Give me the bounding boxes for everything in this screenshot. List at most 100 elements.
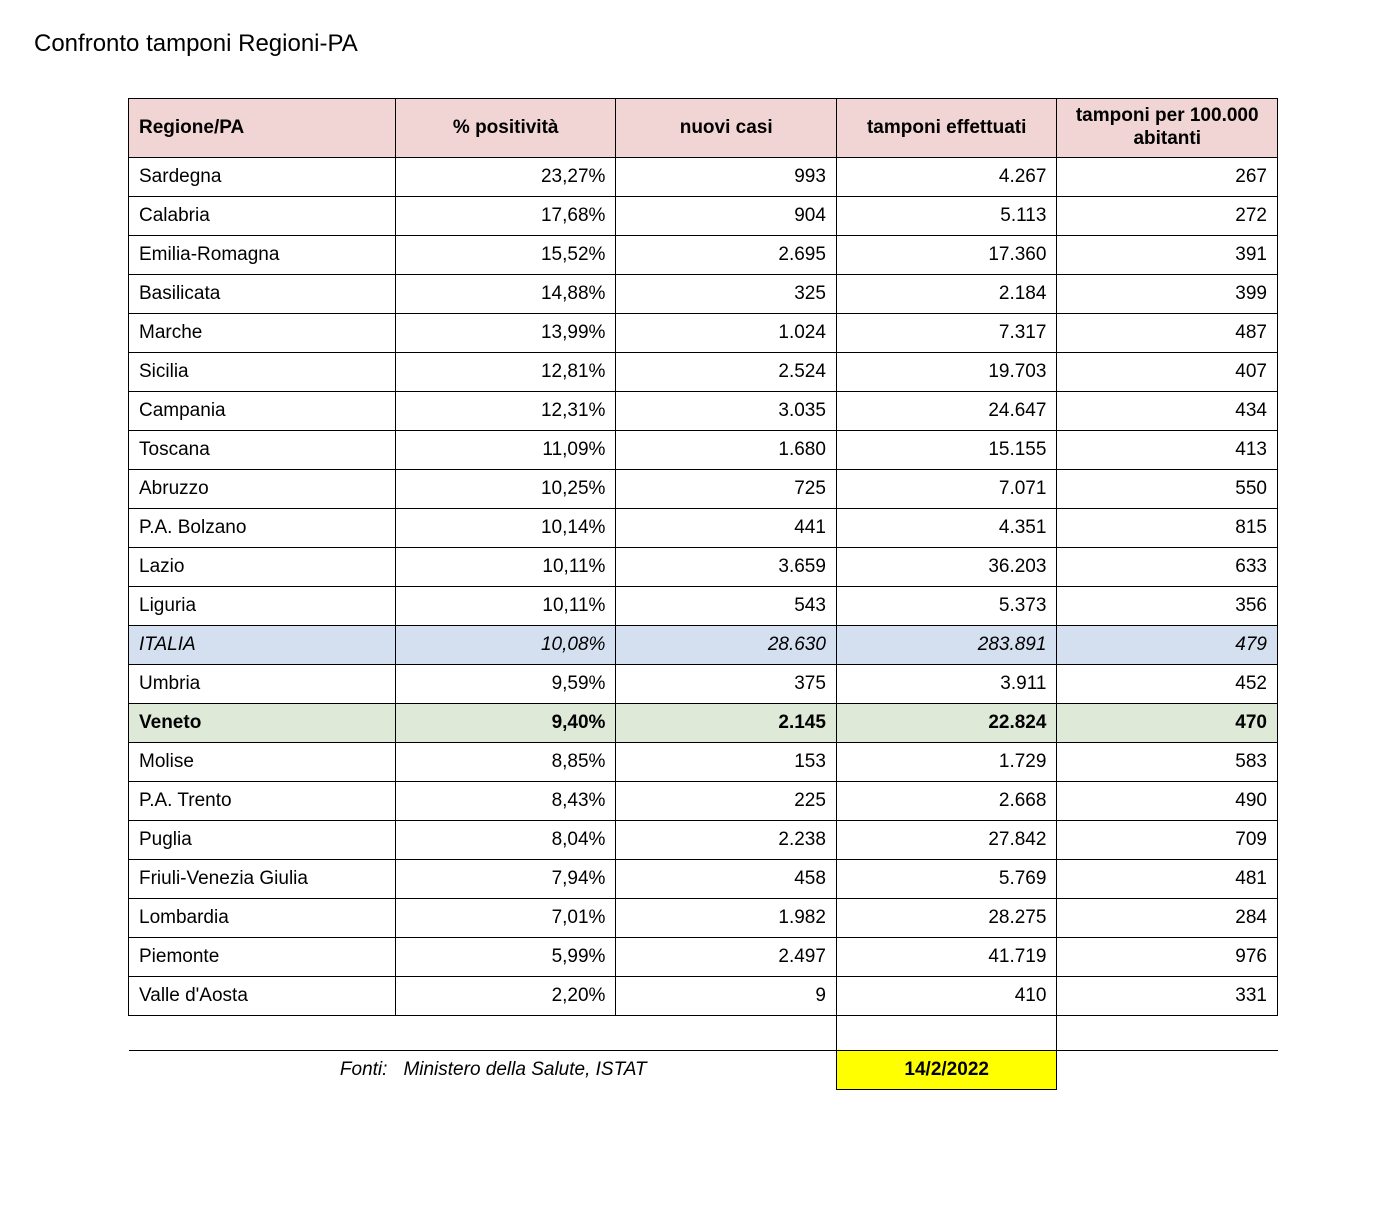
cell-new-cases: 441: [616, 509, 837, 548]
cell-region: Marche: [129, 314, 396, 353]
cell-tests: 15.155: [836, 431, 1057, 470]
cell-positivity: 13,99%: [395, 314, 616, 353]
cell-new-cases: 153: [616, 743, 837, 782]
cell-new-cases: 2.524: [616, 353, 837, 392]
cell-region: P.A. Trento: [129, 782, 396, 821]
cell-positivity: 9,59%: [395, 665, 616, 704]
table-row: Abruzzo10,25%7257.071550: [129, 470, 1278, 509]
cell-new-cases: 725: [616, 470, 837, 509]
cell-tests-per-100k: 434: [1057, 392, 1278, 431]
cell-positivity: 10,11%: [395, 587, 616, 626]
cell-tests: 41.719: [836, 938, 1057, 977]
col-header-new-cases: nuovi casi: [616, 99, 837, 158]
table-row: Umbria9,59%3753.911452: [129, 665, 1278, 704]
cell-tests: 4.351: [836, 509, 1057, 548]
table-row: Basilicata14,88%3252.184399: [129, 275, 1278, 314]
cell-new-cases: 1.680: [616, 431, 837, 470]
table-row: Veneto9,40%2.14522.824470: [129, 704, 1278, 743]
cell-positivity: 23,27%: [395, 158, 616, 197]
cell-region: Friuli-Venezia Giulia: [129, 860, 396, 899]
cell-new-cases: 2.145: [616, 704, 837, 743]
cell-new-cases: 2.238: [616, 821, 837, 860]
cell-tests-per-100k: 487: [1057, 314, 1278, 353]
cell-tests: 24.647: [836, 392, 1057, 431]
cell-tests-per-100k: 479: [1057, 626, 1278, 665]
cell-tests: 19.703: [836, 353, 1057, 392]
cell-tests-per-100k: 815: [1057, 509, 1278, 548]
cell-tests-per-100k: 481: [1057, 860, 1278, 899]
cell-new-cases: 3.659: [616, 548, 837, 587]
cell-tests: 5.113: [836, 197, 1057, 236]
cell-tests-per-100k: 284: [1057, 899, 1278, 938]
cell-positivity: 9,40%: [395, 704, 616, 743]
cell-positivity: 10,11%: [395, 548, 616, 587]
cell-tests-per-100k: 407: [1057, 353, 1278, 392]
cell-region: Sardegna: [129, 158, 396, 197]
cell-tests-per-100k: 709: [1057, 821, 1278, 860]
cell-tests: 5.373: [836, 587, 1057, 626]
cell-new-cases: 2.695: [616, 236, 837, 275]
cell-new-cases: 1.024: [616, 314, 837, 353]
cell-positivity: 8,85%: [395, 743, 616, 782]
cell-tests: 4.267: [836, 158, 1057, 197]
cell-region: Abruzzo: [129, 470, 396, 509]
cell-new-cases: 225: [616, 782, 837, 821]
cell-region: Umbria: [129, 665, 396, 704]
cell-new-cases: 375: [616, 665, 837, 704]
cell-region: Toscana: [129, 431, 396, 470]
cell-tests-per-100k: 976: [1057, 938, 1278, 977]
cell-tests-per-100k: 470: [1057, 704, 1278, 743]
table-row: Lombardia7,01%1.98228.275284: [129, 899, 1278, 938]
cell-new-cases: 28.630: [616, 626, 837, 665]
cell-region: Valle d'Aosta: [129, 977, 396, 1016]
cell-region: Veneto: [129, 704, 396, 743]
cell-new-cases: 9: [616, 977, 837, 1016]
cell-new-cases: 993: [616, 158, 837, 197]
cell-region: Piemonte: [129, 938, 396, 977]
cell-tests-per-100k: 391: [1057, 236, 1278, 275]
cell-tests: 17.360: [836, 236, 1057, 275]
cell-tests-per-100k: 413: [1057, 431, 1278, 470]
cell-tests: 36.203: [836, 548, 1057, 587]
cell-new-cases: 543: [616, 587, 837, 626]
cell-new-cases: 458: [616, 860, 837, 899]
cell-positivity: 12,81%: [395, 353, 616, 392]
report-date: 14/2/2022: [836, 1051, 1057, 1090]
table-row: Campania12,31%3.03524.647434: [129, 392, 1278, 431]
cell-region: P.A. Bolzano: [129, 509, 396, 548]
fonti-label: Fonti:: [129, 1051, 396, 1090]
cell-positivity: 15,52%: [395, 236, 616, 275]
cell-tests-per-100k: 272: [1057, 197, 1278, 236]
col-header-positivity: % positività: [395, 99, 616, 158]
table-row: Piemonte5,99%2.49741.719976: [129, 938, 1278, 977]
table-row: Sicilia12,81%2.52419.703407: [129, 353, 1278, 392]
cell-tests-per-100k: 452: [1057, 665, 1278, 704]
col-header-tests-per-100k: tamponi per 100.000 abitanti: [1057, 99, 1278, 158]
cell-tests-per-100k: 490: [1057, 782, 1278, 821]
page-title: Confronto tamponi Regioni-PA: [34, 30, 1354, 58]
cell-region: Molise: [129, 743, 396, 782]
cell-new-cases: 2.497: [616, 938, 837, 977]
cell-tests: 7.071: [836, 470, 1057, 509]
cell-positivity: 7,94%: [395, 860, 616, 899]
cell-region: Puglia: [129, 821, 396, 860]
cell-tests-per-100k: 550: [1057, 470, 1278, 509]
table-row: Sardegna23,27%9934.267267: [129, 158, 1278, 197]
footer-row: Fonti: Ministero della Salute, ISTAT 14/…: [129, 1051, 1278, 1090]
table-header-row: Regione/PA % positività nuovi casi tampo…: [129, 99, 1278, 158]
cell-positivity: 14,88%: [395, 275, 616, 314]
cell-positivity: 10,14%: [395, 509, 616, 548]
cell-region: Sicilia: [129, 353, 396, 392]
cell-tests-per-100k: 583: [1057, 743, 1278, 782]
cell-positivity: 5,99%: [395, 938, 616, 977]
table-row: Friuli-Venezia Giulia7,94%4585.769481: [129, 860, 1278, 899]
cell-region: Basilicata: [129, 275, 396, 314]
cell-tests-per-100k: 399: [1057, 275, 1278, 314]
cell-region: Emilia-Romagna: [129, 236, 396, 275]
table-row: Toscana11,09%1.68015.155413: [129, 431, 1278, 470]
table-row: Marche13,99%1.0247.317487: [129, 314, 1278, 353]
cell-tests: 27.842: [836, 821, 1057, 860]
cell-region: ITALIA: [129, 626, 396, 665]
table-row: Liguria10,11%5435.373356: [129, 587, 1278, 626]
fonti-value: Ministero della Salute, ISTAT: [395, 1051, 836, 1090]
